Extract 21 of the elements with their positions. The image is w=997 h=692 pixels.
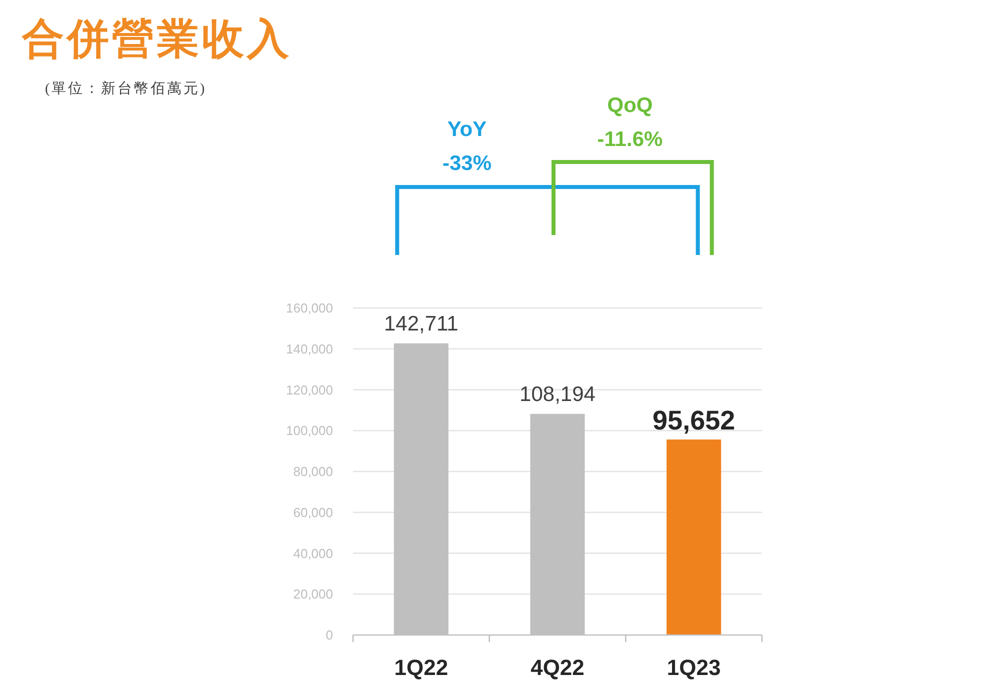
y-tick-label: 60,000 <box>293 504 333 520</box>
annotation: YoY <box>447 118 487 141</box>
data-label: 142,711 <box>384 312 458 336</box>
x-tick-label: 4Q22 <box>530 655 584 680</box>
subtitle: (單位：新台幣佰萬元) <box>45 81 206 97</box>
y-tick-label: 80,000 <box>293 464 333 479</box>
y-tick-label: 0 <box>326 628 333 642</box>
x-tick-label: 1Q22 <box>394 655 448 680</box>
x-tick-label: 1Q23 <box>666 655 721 680</box>
y-tick-label: 160,000 <box>286 300 333 316</box>
data-label: 108,194 <box>520 382 596 406</box>
annotation: QoQ <box>607 94 653 117</box>
annotation: -33% <box>442 152 492 175</box>
y-tick-label: 100,000 <box>286 423 333 438</box>
y-tick-label: 40,000 <box>293 546 333 561</box>
title: 合併營業收入 <box>22 17 292 63</box>
annotation: -11.6% <box>597 128 663 151</box>
y-tick-label: 20,000 <box>293 586 333 602</box>
data-label: 95,652 <box>652 406 736 436</box>
y-tick-label: 140,000 <box>286 341 333 356</box>
y-tick-label: 120,000 <box>286 382 333 398</box>
